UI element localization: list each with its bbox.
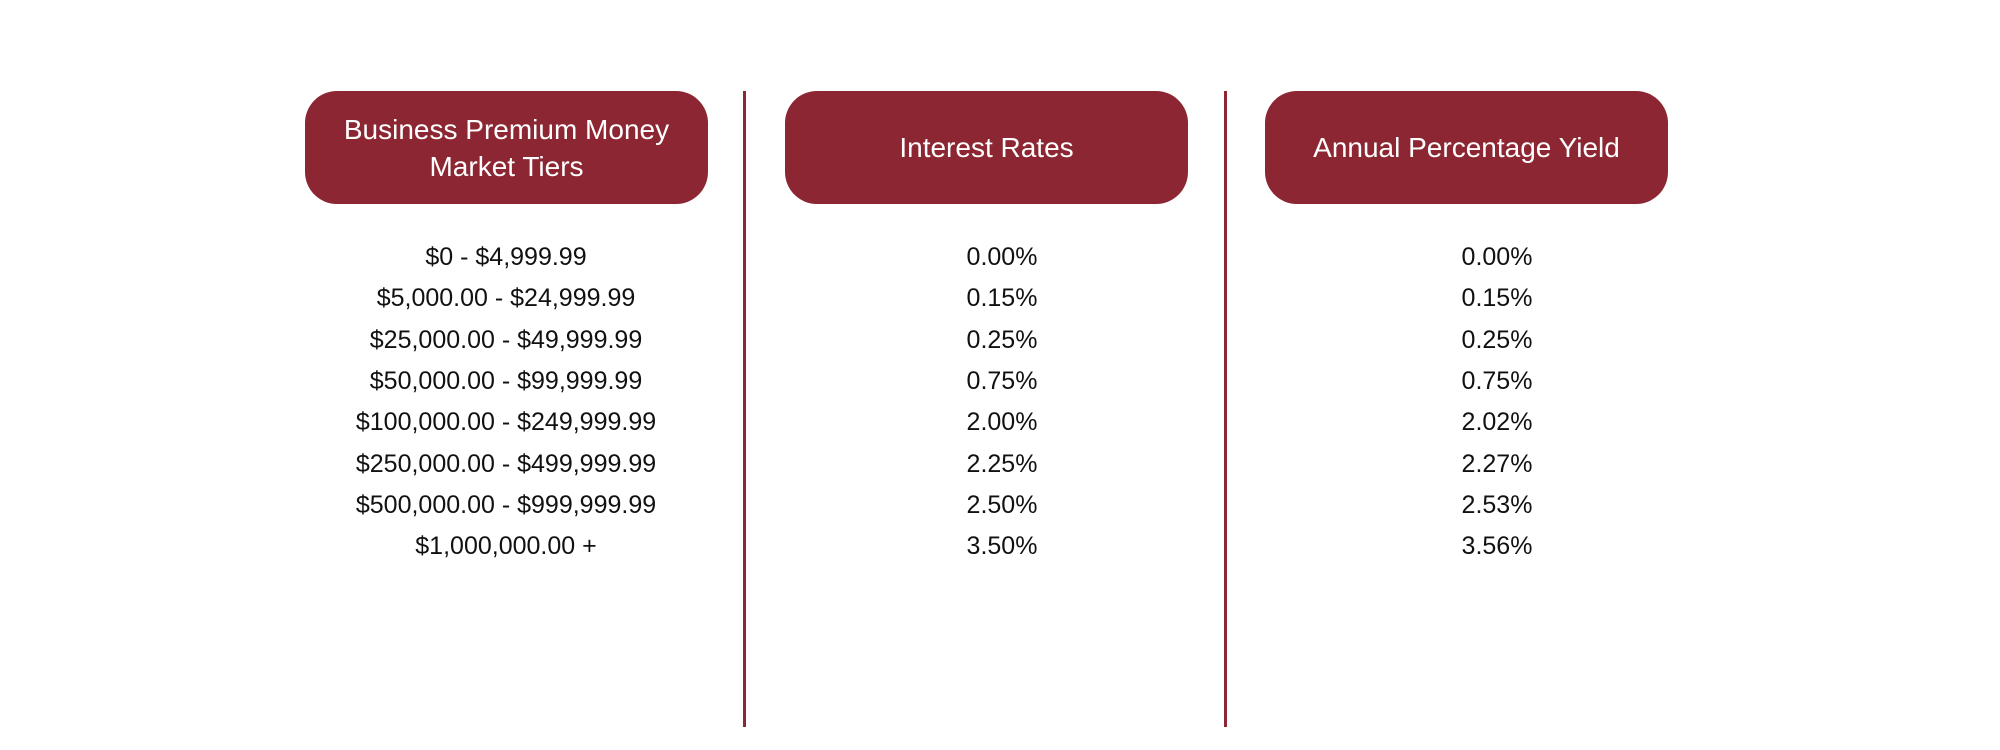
table-cell: 0.75%	[966, 366, 1038, 395]
table-cell: $500,000.00 - $999,999.99	[355, 490, 657, 519]
table-cell: $1,000,000.00 +	[415, 532, 597, 561]
table-cell: 2.00%	[966, 408, 1038, 437]
column-divider	[743, 91, 746, 727]
column-header: Interest Rates	[785, 91, 1188, 204]
table-cell: 0.75%	[1461, 366, 1533, 395]
table-cell: $25,000.00 - $49,999.99	[369, 325, 643, 354]
table-cell: $100,000.00 - $249,999.99	[355, 408, 657, 437]
table-cell: 3.56%	[1461, 532, 1533, 561]
table-cell: $250,000.00 - $499,999.99	[355, 449, 657, 478]
column-header: Business Premium Money Market Tiers	[305, 91, 708, 204]
table-cell: 2.53%	[1461, 490, 1533, 519]
table-cell: 3.50%	[966, 532, 1038, 561]
table-cell: $5,000.00 - $24,999.99	[376, 284, 636, 313]
table-cell: 0.15%	[1461, 284, 1533, 313]
table-cell: 0.15%	[966, 284, 1038, 313]
column-divider	[1224, 91, 1227, 727]
table-cell: 0.25%	[966, 325, 1038, 354]
table-cell: 2.27%	[1461, 449, 1533, 478]
table-cell: 2.02%	[1461, 408, 1533, 437]
table-cell: 2.25%	[966, 449, 1038, 478]
table-cell: 2.50%	[966, 490, 1038, 519]
table-cell: 0.00%	[1461, 243, 1533, 271]
table-cell: $0 - $4,999.99	[425, 243, 587, 271]
table-cell: 0.00%	[966, 243, 1038, 271]
table-cell: 0.25%	[1461, 325, 1533, 354]
table-cell: $50,000.00 - $99,999.99	[369, 366, 643, 395]
column-header: Annual Percentage Yield	[1265, 91, 1668, 204]
